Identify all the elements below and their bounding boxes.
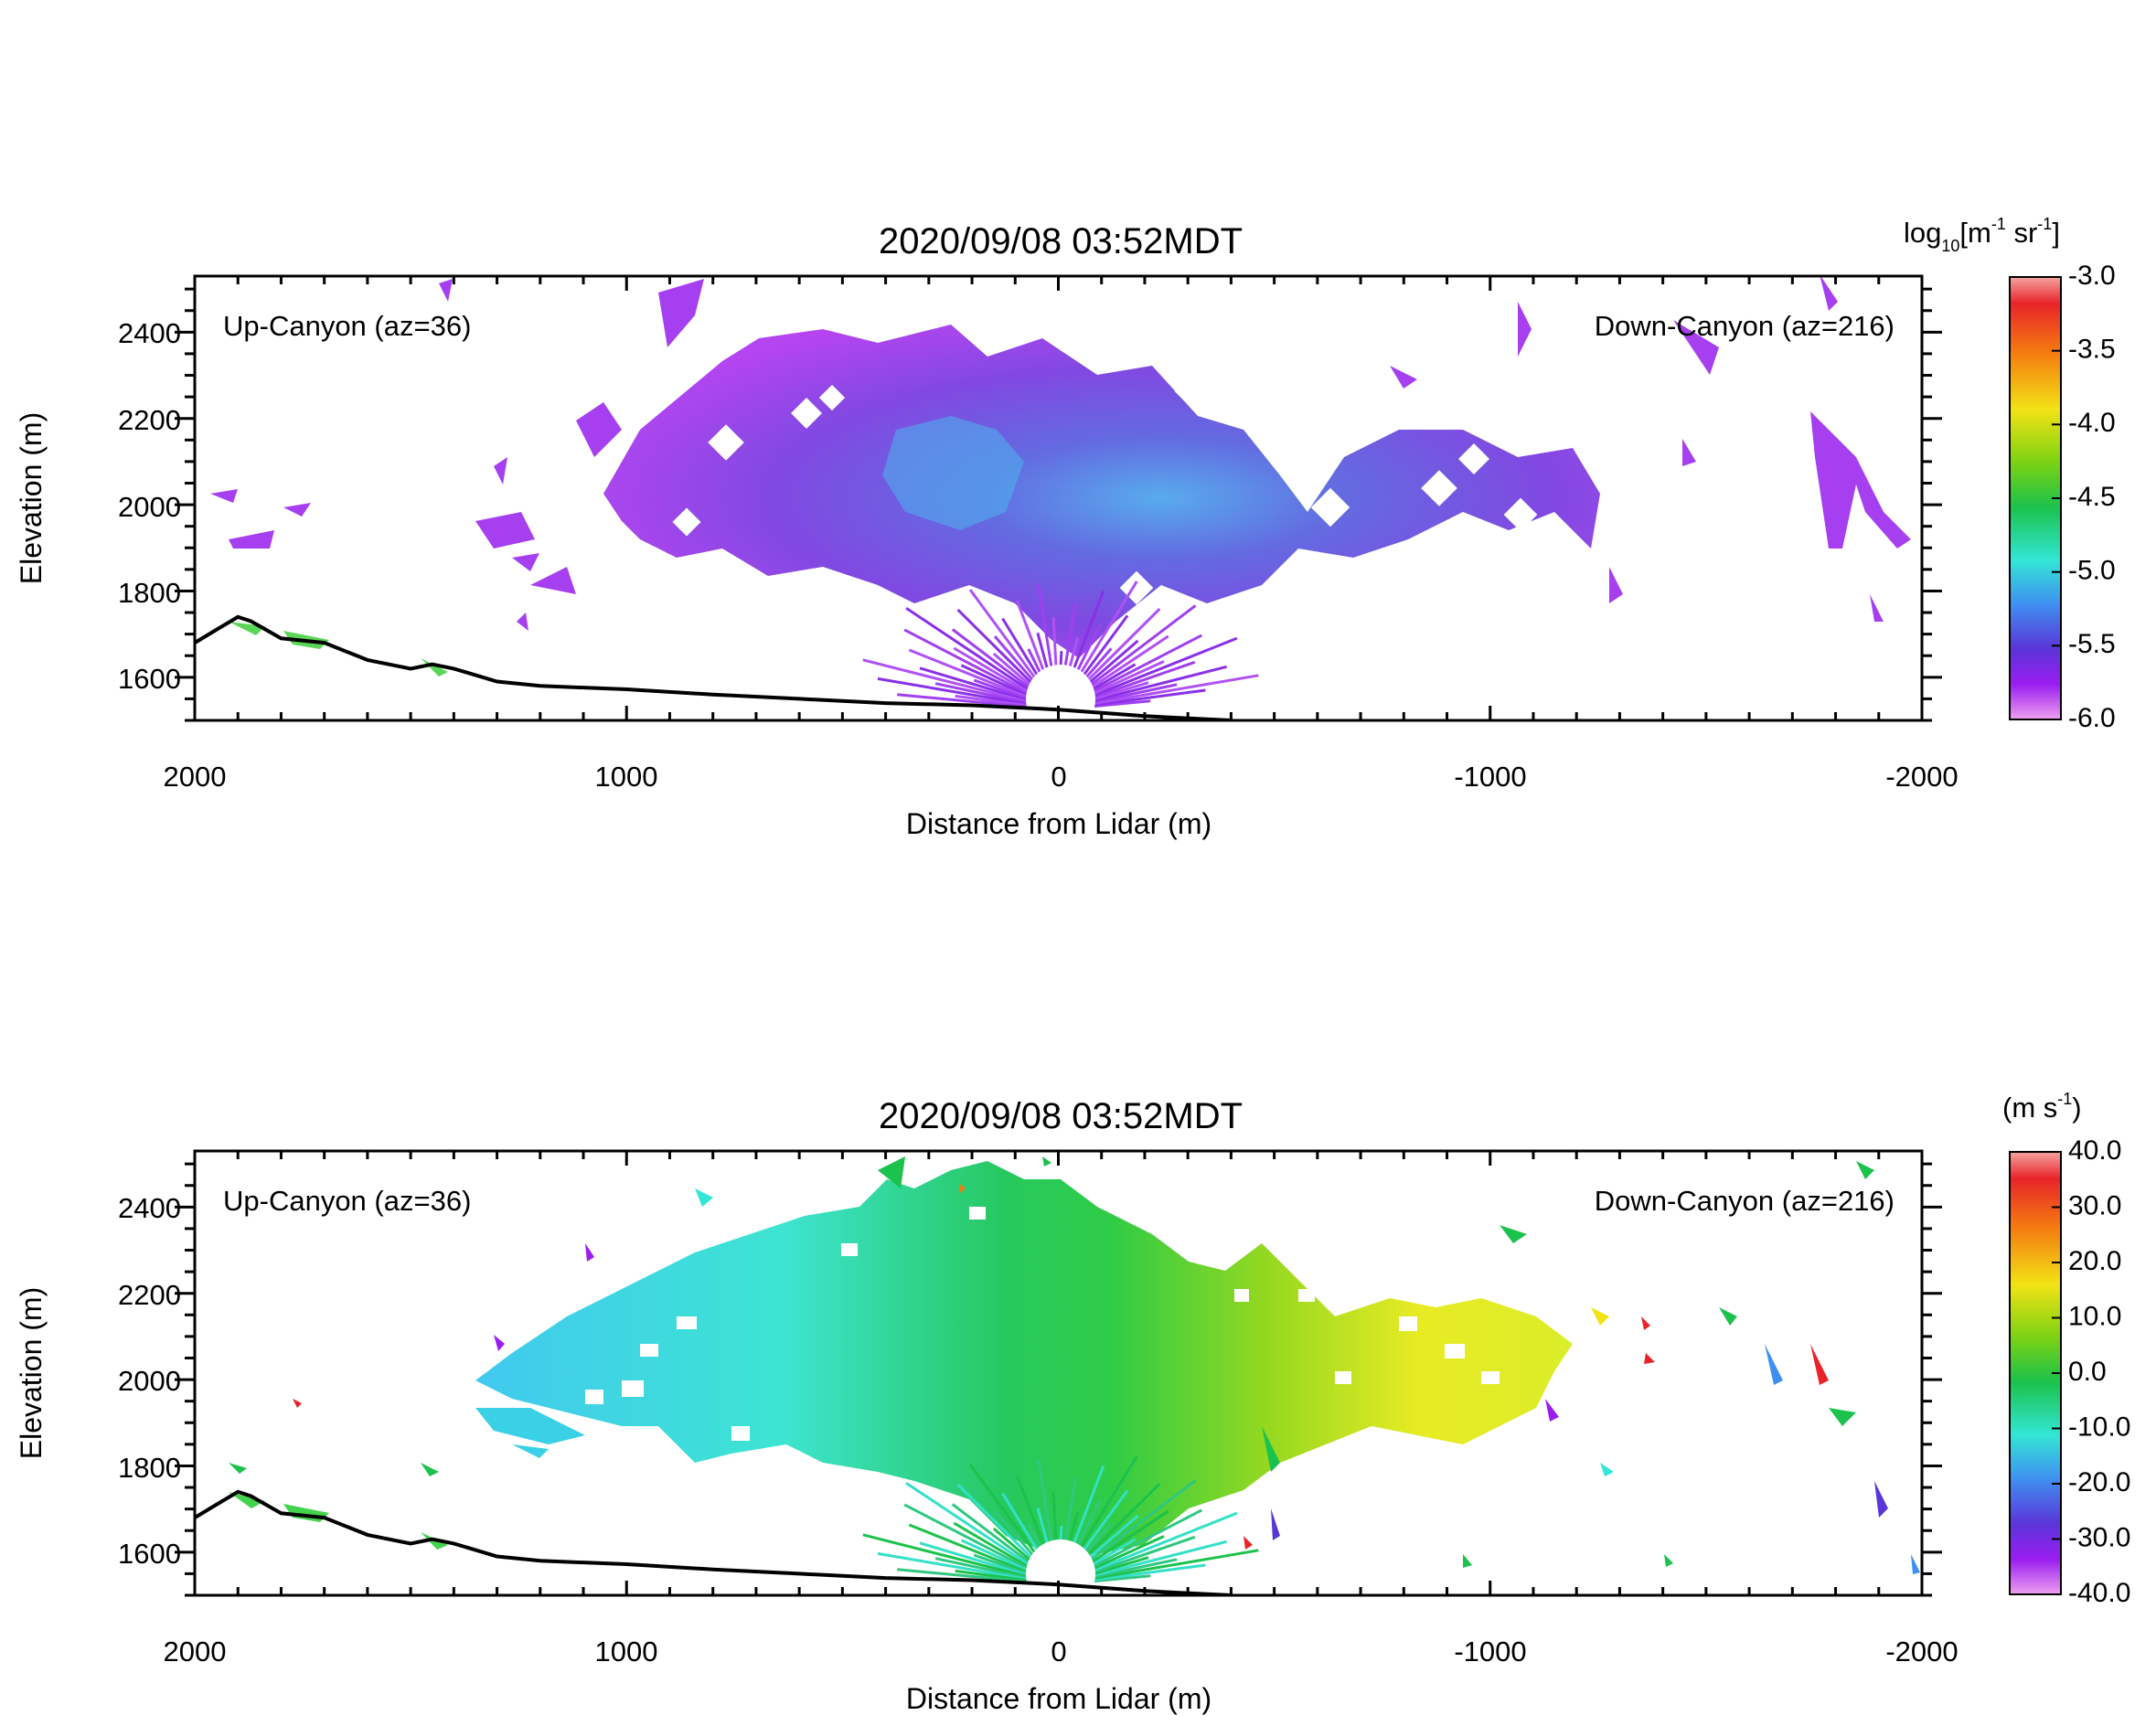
velocity-speckles: [229, 1156, 1920, 1574]
plume-holes: [672, 374, 1538, 605]
colorbar-tick-label: -3.0: [2068, 261, 2116, 291]
x-tick-label: 0: [1051, 1635, 1066, 1667]
y-tick-label: 1600: [118, 663, 181, 695]
colorbar-tick-label: -5.5: [2068, 629, 2116, 659]
terrain-profile: [195, 614, 1232, 720]
colorbar-tick-label: 40.0: [2068, 1135, 2121, 1166]
y-tick-label: 2000: [118, 1365, 181, 1397]
x-tick-label: 2000: [164, 761, 227, 793]
x-tick-label: 2000: [164, 1635, 227, 1667]
panel-title: 2020/09/08 03:52MDT: [879, 1096, 1243, 1136]
y-tick-label: 2400: [118, 1192, 181, 1224]
plume-holes: [585, 1207, 1500, 1441]
y-tick-label: 2200: [118, 1279, 181, 1311]
colorbar-tick-label: -4.0: [2068, 408, 2116, 438]
y-tick-label: 1600: [118, 1538, 181, 1570]
x-tick-label: -1000: [1454, 1635, 1526, 1667]
colorbar-title: log10[m-1 sr-1]: [1904, 215, 2060, 255]
colorbar-ticks: [2052, 1151, 2061, 1595]
x-tick-label: -2000: [1885, 761, 1958, 793]
y-tick-label: 1800: [118, 1452, 181, 1484]
y-tick-label: 2200: [118, 404, 181, 436]
terrain-profile: [195, 1489, 1232, 1595]
colorbar-tick-label: 30.0: [2068, 1190, 2121, 1220]
lidar-blind-zone: [1026, 665, 1095, 720]
x-axis-label: Distance from Lidar (m): [906, 807, 1211, 840]
backscatter-plume-body: [603, 325, 1600, 658]
velocity-panel: 2020/09/08 03:52MDT: [15, 1090, 2130, 1715]
x-tick-label: -2000: [1885, 1635, 1958, 1667]
up-canyon-label: Up-Canyon (az=36): [223, 310, 471, 342]
colorbar-tick-label: -30.0: [2068, 1522, 2130, 1552]
velocity-plume-body: [475, 1161, 1573, 1554]
down-canyon-label: Down-Canyon (az=216): [1595, 1185, 1895, 1217]
x-tick-label: 0: [1051, 761, 1066, 793]
colorbar-tick-label: -20.0: [2068, 1467, 2130, 1497]
backscatter-plume: [210, 276, 1911, 658]
axis-ticks: [175, 1151, 1942, 1597]
panel-title: 2020/09/08 03:52MDT: [879, 221, 1243, 261]
backscatter-plume-core: [882, 416, 1024, 530]
colorbar-tick-label: -3.5: [2068, 335, 2116, 365]
colorbar-tick-label: -6.0: [2068, 703, 2116, 733]
y-axis-label: Elevation (m): [15, 412, 48, 585]
colorbar-ticks: [2052, 276, 2061, 720]
colorbar-tick-label: -40.0: [2068, 1578, 2130, 1608]
y-tick-label: 1800: [118, 577, 181, 609]
x-tick-label: 1000: [595, 761, 658, 793]
colorbar-tick-label: 20.0: [2068, 1246, 2121, 1276]
y-axis-label: Elevation (m): [15, 1287, 48, 1460]
x-axis-label: Distance from Lidar (m): [906, 1682, 1211, 1715]
y-tick-label: 2000: [118, 491, 181, 523]
colorbar-tick-label: 0.0: [2068, 1357, 2107, 1387]
y-tick-label: 2400: [118, 317, 181, 349]
colorbar-tick-label: -5.0: [2068, 556, 2116, 586]
colorbar-title: (m s-1): [2002, 1090, 2082, 1124]
backscatter-panel: 2020/09/08 03:52MDT: [15, 215, 2116, 840]
axis-ticks: [175, 276, 1942, 722]
backscatter-speckles: [210, 276, 1911, 631]
colorbar-tick-label: -4.5: [2068, 482, 2116, 512]
colorbar-tick-label: 10.0: [2068, 1301, 2121, 1331]
velocity-plume: [229, 1156, 1920, 1574]
colorbar-tick-label: -10.0: [2068, 1412, 2130, 1442]
x-tick-label: 1000: [595, 1635, 658, 1667]
up-canyon-label: Up-Canyon (az=36): [223, 1185, 471, 1217]
colorbar: -3.0 -3.5 -4.0 -4.5 -5.0 -5.5 -6.0 log10…: [1904, 215, 2116, 733]
down-canyon-label: Down-Canyon (az=216): [1595, 310, 1895, 342]
lidar-blind-zone: [1026, 1540, 1095, 1595]
colorbar: 40.0 30.0 20.0 10.0 0.0 -10.0 -20.0 -30.…: [2002, 1090, 2130, 1608]
x-tick-label: -1000: [1454, 761, 1526, 793]
